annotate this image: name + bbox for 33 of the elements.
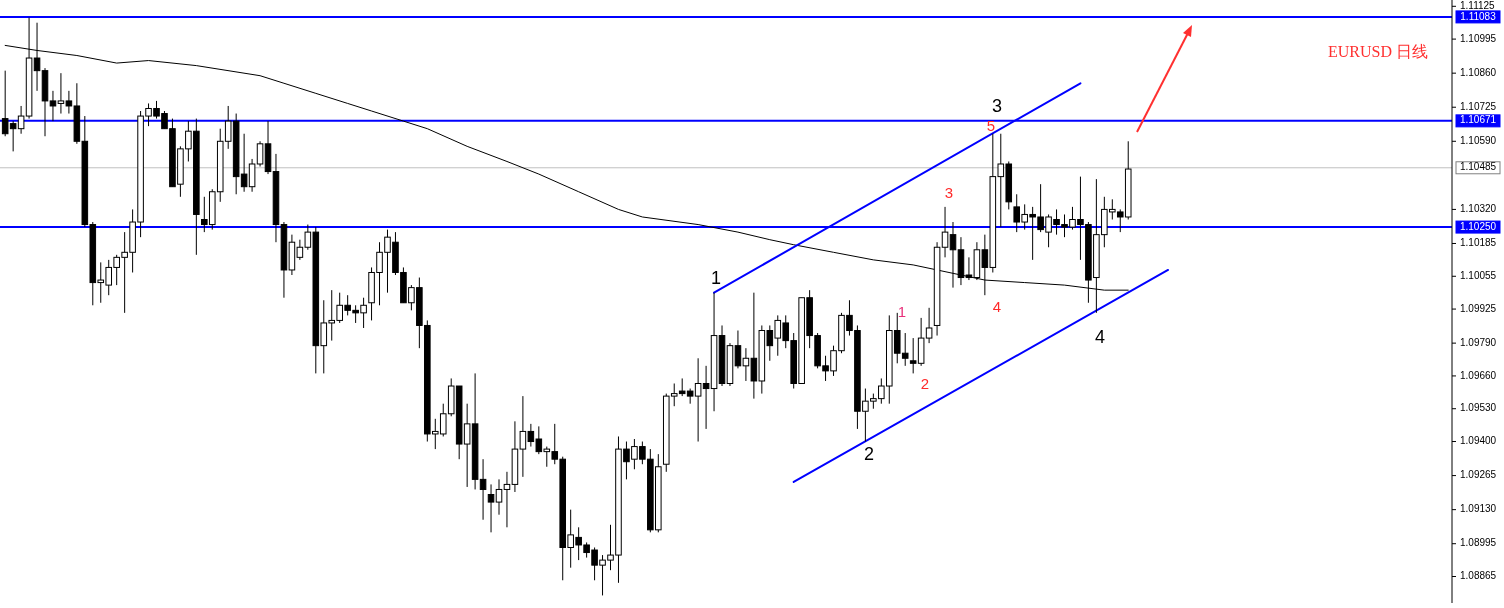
y-tick-label: 1.09400 xyxy=(1460,435,1497,447)
y-tick-label: 1.08865 xyxy=(1460,570,1497,582)
y-tick-label: 1.09925 xyxy=(1460,302,1497,314)
y-tick-label: 1.10860 xyxy=(1460,66,1497,78)
candlestick xyxy=(495,478,503,516)
ref-line-label: 1.10250 xyxy=(1459,220,1497,232)
y-tick-label: 1.09265 xyxy=(1460,469,1497,481)
y-tick-label: 1.10320 xyxy=(1460,203,1497,215)
text: EURUSD 日线 xyxy=(1327,42,1429,60)
y-tick-label: 1.10185 xyxy=(1460,237,1497,249)
ref-line-label: 1.10485 xyxy=(1459,161,1497,173)
annotation: 3 xyxy=(991,95,1003,116)
annotation: 4 xyxy=(1094,326,1106,347)
y-tick-label: 1.09660 xyxy=(1460,369,1497,381)
annotation: 3 xyxy=(944,183,954,201)
annotation: 5 xyxy=(986,116,996,134)
candlestick xyxy=(487,483,495,533)
annotation: 4 xyxy=(992,297,1002,315)
y-tick-label: 1.10055 xyxy=(1460,269,1497,281)
y-tick-label: 1.10725 xyxy=(1460,100,1497,112)
y-tick-label: 1.10995 xyxy=(1460,32,1497,44)
y-tick-label: 1.09130 xyxy=(1460,503,1497,515)
ref-line-label: 1.10671 xyxy=(1459,114,1497,126)
annotation: 1 xyxy=(710,267,722,288)
annotation: 2 xyxy=(920,374,930,392)
annotation: 2 xyxy=(863,443,875,464)
y-tick-label: 1.08995 xyxy=(1460,537,1497,549)
y-tick-label: 1.11125 xyxy=(1460,0,1496,11)
y-tick-label: 1.09790 xyxy=(1460,336,1497,348)
ref-line-label: 1.11083 xyxy=(1460,10,1497,22)
y-tick-label: 1.10590 xyxy=(1460,134,1497,146)
annotation: 1 xyxy=(897,302,907,320)
y-tick-label: 1.09530 xyxy=(1460,402,1497,414)
